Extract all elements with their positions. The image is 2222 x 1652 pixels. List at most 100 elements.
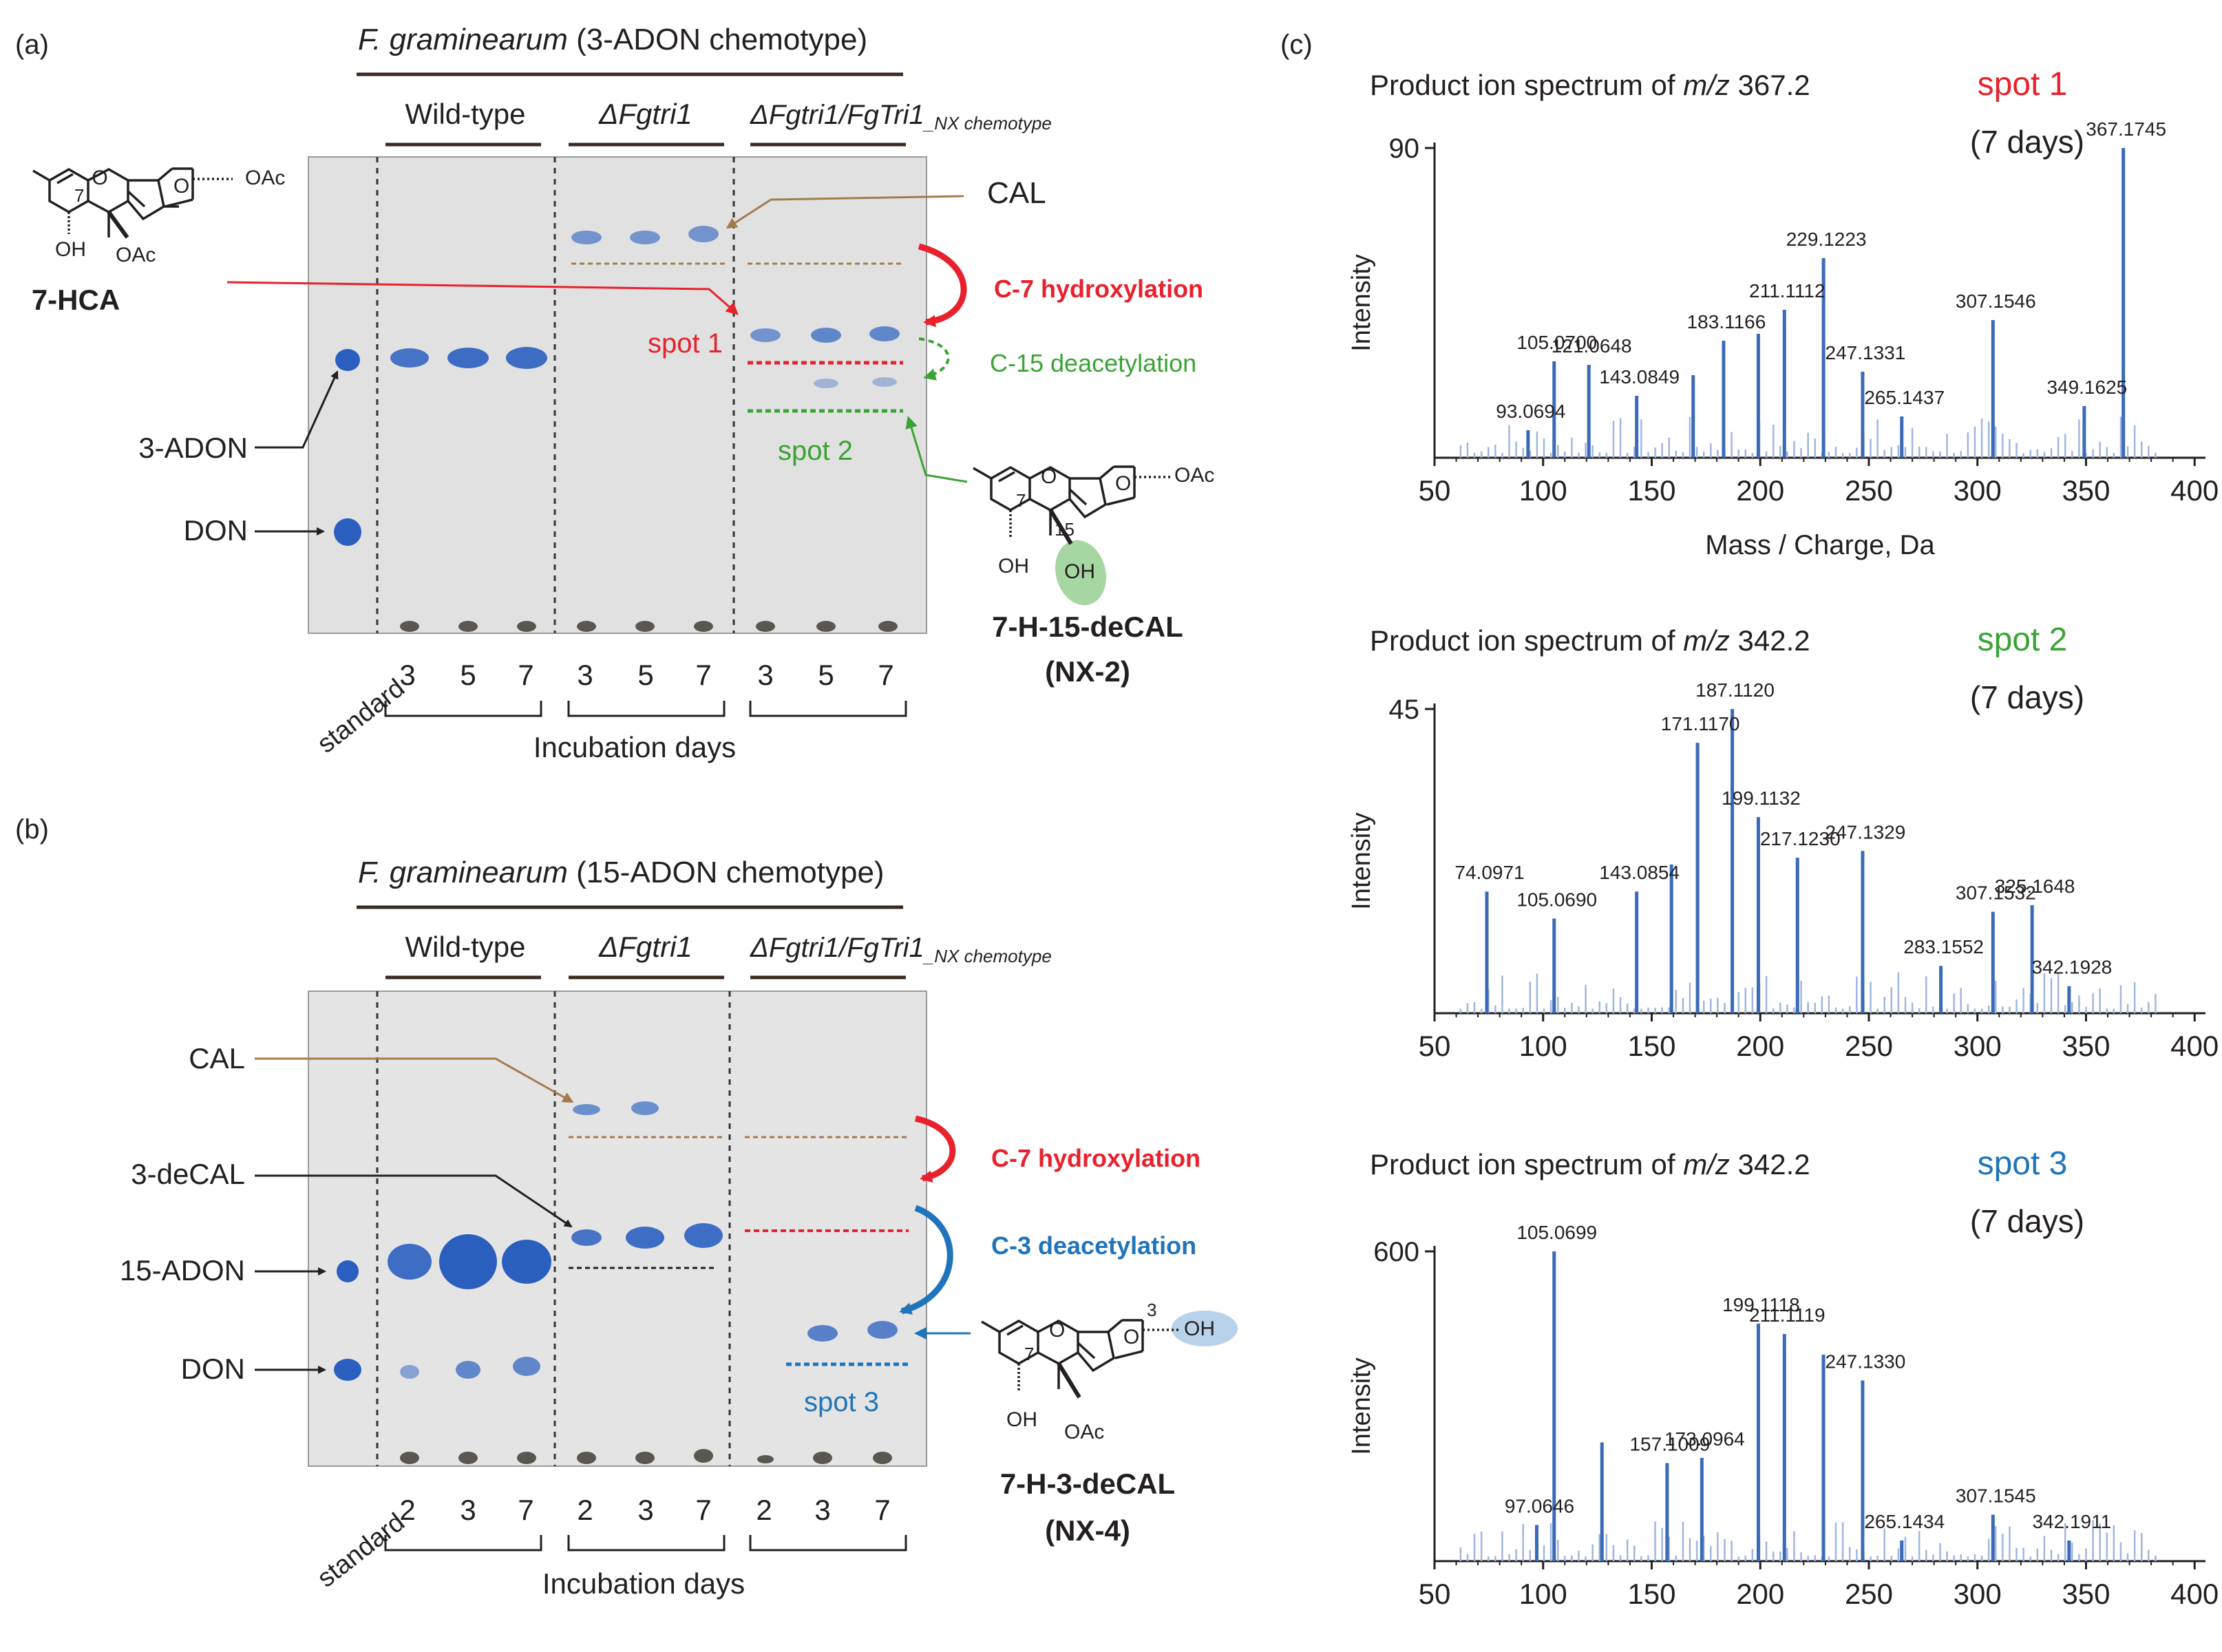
- spectrum-x-tick-label: 50: [1419, 1030, 1451, 1062]
- arrow-3adon-a: [255, 370, 339, 449]
- spectrum-days-label: (7 days): [1970, 679, 2084, 715]
- tlc-b-spot-3decal: [571, 1229, 602, 1246]
- nx4-c3-label: 3: [1147, 1300, 1156, 1320]
- spectrum-3: Product ion spectrum of m/z 342.2 spot 3 (…: [1347, 1145, 2219, 1610]
- spectrum-x-tick-label: 350: [2062, 1578, 2110, 1610]
- tlc-a-spot-3adon: [506, 347, 547, 369]
- tlc-b-spot-cal: [631, 1101, 659, 1115]
- lane-label: 3: [460, 1494, 476, 1526]
- spectrum-title: Product ion spectrum of m/z 342.2: [1370, 624, 1810, 657]
- tlc-b-spot-15adon: [502, 1240, 551, 1284]
- spectrum-x-tick-label: 300: [1954, 1578, 2002, 1610]
- tlc-a-spot-cal: [688, 226, 719, 242]
- arrow-c7-hydroxylation-a: [918, 243, 967, 328]
- bracket-comp-b: [749, 1535, 907, 1552]
- panel-b: (b) F. graminearum (15-ADON chemotype) W…: [15, 814, 1238, 1600]
- arrow-cal-b: [255, 1057, 574, 1103]
- panel-b-group-comp: ΔFgtri1/FgTri1_NX chemotype: [750, 933, 1052, 966]
- spectrum-peak-label: 325.1648: [1995, 876, 2075, 897]
- nx2-ring-o: O: [1041, 465, 1057, 488]
- spectrum-peak-label: 105.0690: [1516, 889, 1597, 910]
- label-c15-deacetylation: C-15 deacetylation: [990, 349, 1196, 377]
- panel-b-title: F. graminearum (15-ADON chemotype): [358, 856, 885, 889]
- tlc-a-origin: [816, 621, 836, 632]
- spectrum-y-label: Intensity: [1347, 1357, 1376, 1455]
- spectrum-peak-label: 157.1009: [1629, 1434, 1710, 1455]
- lane-label: 3: [637, 1494, 653, 1526]
- tlc-b-origin: [577, 1452, 596, 1464]
- spectrum-x-tick-label: 400: [2170, 1030, 2219, 1062]
- tlc-b-origin: [517, 1452, 536, 1464]
- tlc-b-origin: [813, 1452, 832, 1464]
- lane-label: 7: [878, 659, 893, 691]
- nx4-highlight: [1172, 1311, 1238, 1346]
- lane-label: 2: [399, 1494, 415, 1526]
- spectrum-peak-label: 105.0699: [1516, 1222, 1597, 1243]
- spectrum-x-tick-label: 350: [2062, 1030, 2110, 1062]
- tlc-a-origin: [756, 621, 775, 632]
- spectrum-x-tick-label: 100: [1519, 474, 1567, 507]
- spectrum-peak-label: 247.1330: [1826, 1351, 1906, 1373]
- label-spot3: spot 3: [804, 1387, 879, 1417]
- spectrum-peak-label: 199.1132: [1722, 787, 1801, 809]
- bracket-wt-b: [384, 1535, 542, 1552]
- nx2-oh-2: OH: [1064, 560, 1095, 583]
- arrow-cal-a: [726, 195, 964, 229]
- spectrum-y-label: Intensity: [1347, 812, 1376, 910]
- nx2-highlight: [1055, 540, 1106, 606]
- panel-a-group-ko: ΔFgtri1: [598, 98, 692, 130]
- spectrum-peak-label: 171.1170: [1661, 713, 1740, 734]
- spectrum-peak-label: 349.1625: [2046, 377, 2127, 398]
- spectrum-x-tick-label: 150: [1627, 1578, 1675, 1610]
- nx4-ring-o: O: [1049, 1319, 1065, 1342]
- label-c3-deacetylation: C-3 deacetylation: [991, 1231, 1196, 1260]
- arrow-nx2-to-spot2: [905, 416, 968, 483]
- arrow-hca-to-spot1: [226, 281, 739, 315]
- tlc-a-spot-3adon: [390, 348, 429, 368]
- hca-oac-2: OAc: [116, 244, 156, 266]
- nx2-epoxide-o: O: [1115, 472, 1131, 495]
- nx4-name: 7-H-3-deCAL: [1000, 1468, 1175, 1500]
- arrow-c15-deacetylation: [918, 337, 950, 381]
- arrow-c7-hydroxylation-b: [915, 1115, 956, 1183]
- tlc-a-origin: [577, 621, 596, 632]
- tlc-a-origin: [878, 621, 898, 632]
- panel-a-xlabel: Incubation days: [533, 731, 736, 763]
- spectrum-1: Product ion spectrum of m/z 367.2 spot 1 (…: [1347, 66, 2219, 560]
- spectrum-x-tick-label: 150: [1627, 474, 1675, 507]
- label-c7-hydroxylation-b: C-7 hydroxylation: [991, 1144, 1200, 1172]
- spectrum-x-tick-label: 150: [1627, 1030, 1675, 1062]
- spectrum-peak-label: 211.1119: [1749, 1304, 1826, 1326]
- hca-oac-1: OAc: [245, 167, 285, 189]
- spectrum-peak-label: 187.1120: [1695, 679, 1775, 701]
- tlc-a-origin: [458, 621, 478, 632]
- tlc-a-spot-cal: [630, 231, 660, 244]
- tlc-a-spot-3adon-std: [335, 349, 360, 371]
- tlc-a-spot-2: [872, 377, 897, 387]
- panel-c: (c) Product ion spectrum of m/z 367.2 spo…: [1280, 30, 2219, 1610]
- tlc-b-origin: [873, 1452, 892, 1464]
- tlc-b-spot-3decal: [684, 1223, 723, 1248]
- tlc-a-origin: [400, 621, 419, 632]
- tlc-b-spot-don: [400, 1365, 419, 1379]
- spectrum-x-tick-label: 300: [1954, 474, 2002, 507]
- spectrum-peak-label: 307.1545: [1956, 1485, 2036, 1507]
- lane-label: 3: [814, 1494, 830, 1526]
- tlc-b-spot-don: [456, 1361, 480, 1379]
- spectrum-x-tick-label: 50: [1419, 474, 1451, 507]
- lane-label: 3: [399, 659, 415, 691]
- nx2-c7-label: 7: [1016, 490, 1026, 511]
- nx4-oh-3: OH: [1184, 1317, 1215, 1340]
- structure-7hca: [32, 167, 233, 239]
- nx4-c7-label: 7: [1024, 1344, 1034, 1364]
- tlc-a-origin: [517, 621, 536, 632]
- spectrum-spot-label: spot 1: [1978, 66, 2068, 103]
- spectrum-peak-label: 342.1911: [2032, 1511, 2111, 1532]
- tlc-plate-a: [308, 156, 927, 634]
- label-15adon: 15-ADON: [120, 1254, 245, 1286]
- spectrum-peak-label: 247.1329: [1826, 821, 1906, 843]
- spectrum-peak-label: 93.0694: [1496, 401, 1565, 422]
- nx4-code: (NX-4): [1045, 1514, 1130, 1547]
- spectrum-peak-label: 105.0700: [1516, 332, 1597, 353]
- lane-label: 2: [577, 1494, 593, 1526]
